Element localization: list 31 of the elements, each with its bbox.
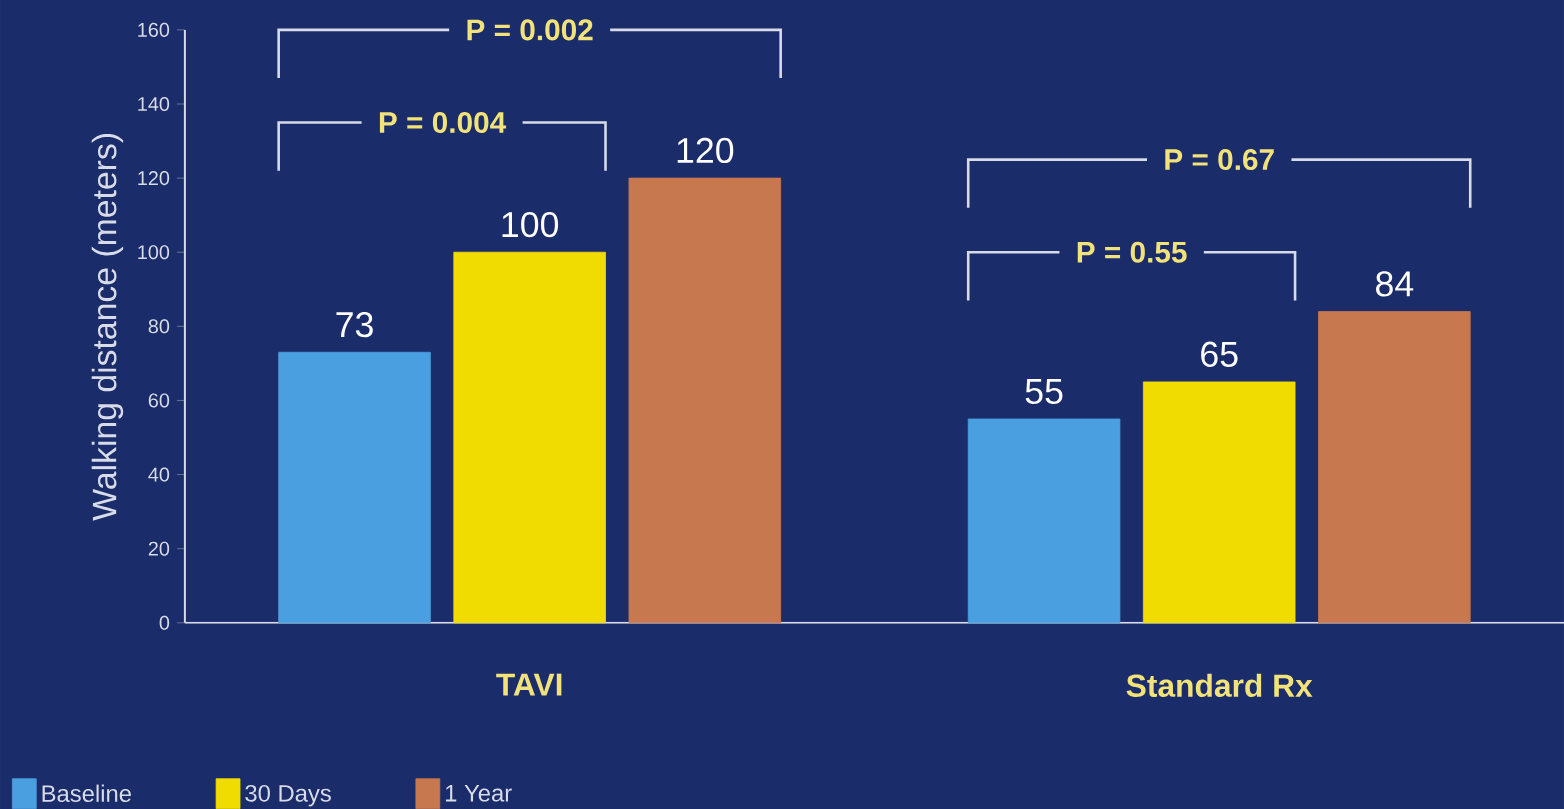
data-label: 100 — [502, 211, 559, 238]
y-tick-label: 80 — [148, 319, 170, 334]
bar — [967, 418, 1121, 624]
legend-label: Baseline — [42, 784, 131, 802]
y-tick-label: 0 — [159, 615, 170, 630]
bar — [1142, 381, 1296, 624]
data-label: 55 — [1025, 378, 1063, 404]
annotation: P = 0.004 — [379, 111, 507, 133]
bar — [1318, 311, 1471, 624]
annotation: P = 0.67 — [1165, 148, 1274, 171]
x-tick-label: TAVI — [496, 673, 562, 696]
data-label: 84 — [1376, 271, 1414, 297]
y-tick-label: 160 — [138, 22, 170, 37]
x-tick-label: Standard Rx — [1126, 673, 1313, 697]
annotation: P = 0.002 — [467, 19, 593, 41]
legend-label: 1 Year — [445, 784, 512, 802]
bar — [278, 351, 431, 624]
data-label: 65 — [1201, 341, 1238, 367]
legend-label: 30 Days — [245, 784, 331, 807]
y-tick-label: 60 — [148, 393, 170, 408]
y-tick-label: 20 — [148, 541, 170, 556]
bar — [628, 177, 782, 624]
annotation: P = 0.55 — [1077, 241, 1187, 263]
y-tick-label: 40 — [148, 467, 170, 482]
y-axis-title: Walking distance (meters) — [91, 133, 124, 521]
data-label: 120 — [677, 137, 734, 164]
y-tick-label: 140 — [138, 96, 170, 111]
y-tick-label: 100 — [138, 245, 170, 260]
data-label: 73 — [336, 311, 373, 338]
bar — [453, 251, 606, 624]
y-tick-label: 120 — [138, 171, 170, 186]
